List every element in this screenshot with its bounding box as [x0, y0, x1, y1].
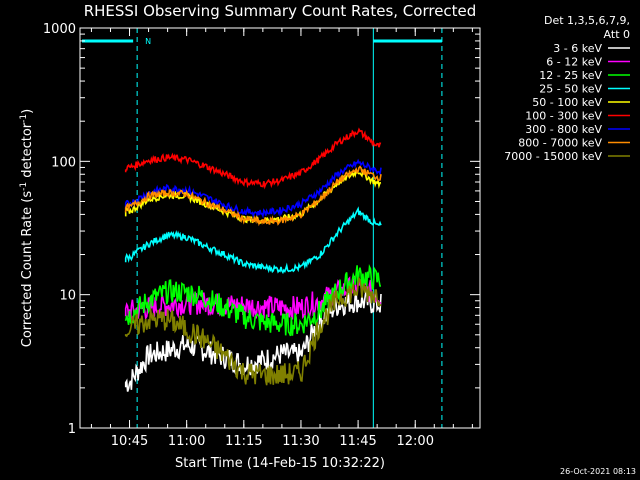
series-line-5: [124, 127, 382, 190]
series-line-3: [124, 206, 382, 275]
series-line-8: [124, 276, 382, 386]
legend-label-8: 7000 - 15000 keV: [504, 150, 602, 163]
x-axis-label: Start Time (14-Feb-15 10:32:22): [175, 456, 385, 471]
series-line-7: [124, 165, 382, 227]
x-tick-label-4: 11:45: [339, 434, 376, 449]
legend-label-5: 100 - 300 keV: [525, 110, 602, 123]
night-flag-label: N: [145, 37, 151, 46]
legend-label-7: 800 - 7000 keV: [518, 137, 602, 150]
legend-header-line1: Det 1,3,5,6,7,9,: [544, 14, 630, 27]
x-tick-label-5: 12:00: [397, 434, 434, 449]
legend-label-4: 50 - 100 keV: [532, 96, 602, 109]
chart-title: RHESSI Observing Summary Count Rates, Co…: [84, 2, 477, 20]
x-tick-label-2: 11:15: [225, 434, 262, 449]
legend-header-line2: Att 0: [604, 28, 630, 41]
series-line-0: [124, 289, 382, 392]
y-tick-label-2: 100: [51, 155, 76, 170]
series-line-2: [124, 263, 381, 337]
legend-label-6: 300 - 800 keV: [525, 123, 602, 136]
legend-label-2: 12 - 25 keV: [539, 69, 602, 82]
x-tick-label-0: 10:45: [111, 434, 148, 449]
x-tick-label-3: 11:30: [282, 434, 319, 449]
y-tick-label-3: 1000: [43, 22, 76, 37]
plot-frame: [79, 27, 481, 429]
series-line-6: [124, 158, 382, 219]
legend-label-1: 6 - 12 keV: [546, 56, 602, 69]
legend-label-0: 3 - 6 keV: [553, 42, 602, 55]
y-tick-label-1: 10: [59, 289, 76, 304]
series-layer: [124, 127, 382, 392]
x-tick-label-1: 11:00: [168, 434, 205, 449]
night-markers: N: [82, 28, 443, 428]
legend-label-3: 25 - 50 keV: [539, 83, 602, 96]
timestamp-label: 26-Oct-2021 08:13: [560, 467, 636, 476]
axes-layer: 10:45 11:00 11:15 11:30 11:45 12:00 1 10 100 1000: [43, 22, 481, 449]
y-axis-label: Corrected Count Rate (s-1 detector-1): [19, 109, 35, 347]
y-tick-label-0: 1: [68, 422, 76, 437]
